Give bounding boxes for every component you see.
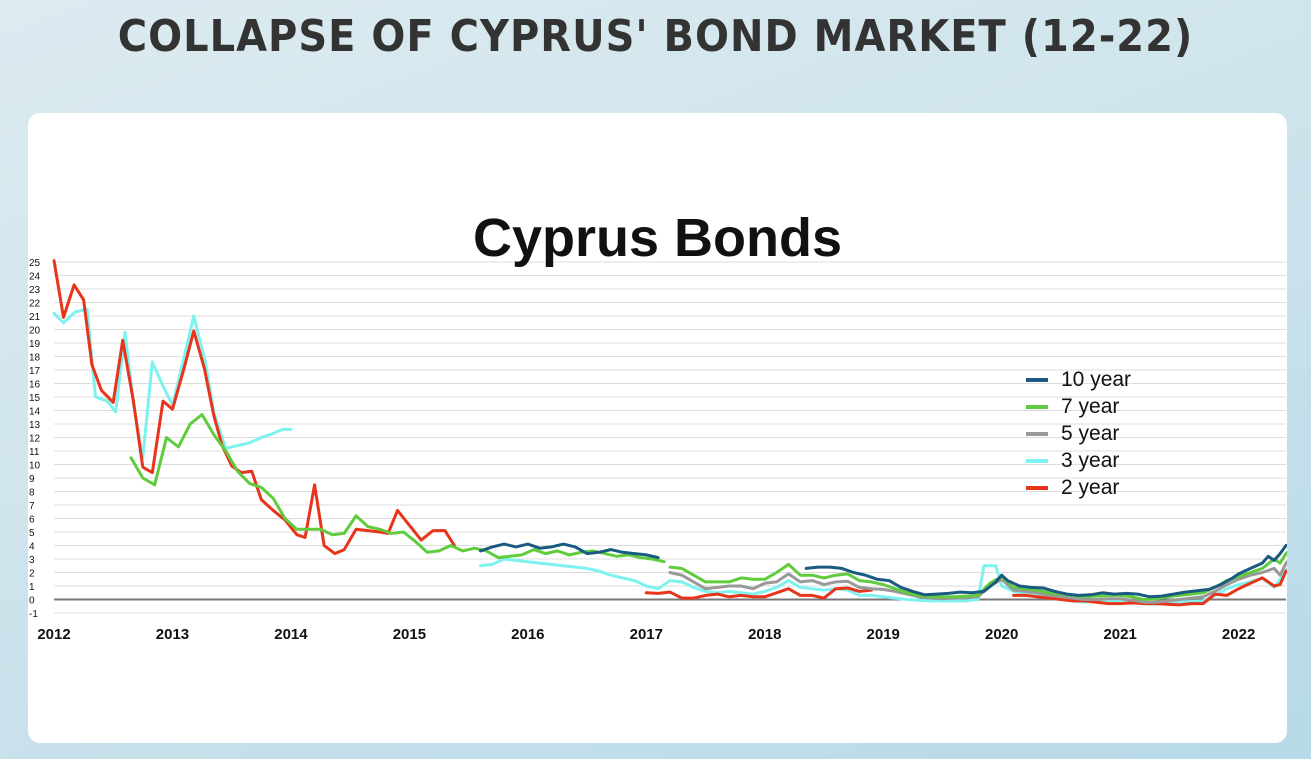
y-tick-label: 14	[29, 407, 41, 418]
series-line-2-year	[644, 586, 873, 600]
x-tick-label: 2013	[156, 626, 189, 643]
y-tick-label: 9	[29, 474, 35, 485]
x-tick-label: 2022	[1222, 626, 1255, 643]
y-tick-label: 7	[29, 501, 35, 512]
series-line-10-year	[479, 542, 660, 560]
y-tick-label: 5	[29, 528, 35, 539]
series-line-3-year	[52, 307, 293, 460]
x-tick-label: 2016	[511, 626, 544, 643]
y-tick-label: 6	[29, 515, 35, 526]
y-tick-label: 18	[29, 353, 41, 364]
legend-swatch	[1026, 431, 1048, 436]
x-tick-label: 2019	[867, 626, 900, 643]
x-tick-label: 2020	[985, 626, 1018, 643]
series-line-10-year	[804, 543, 1287, 599]
legend-swatch	[1026, 404, 1048, 409]
legend-item-10-year: 10 year	[1026, 366, 1131, 393]
x-tick-label: 2018	[748, 626, 781, 643]
y-tick-label: 22	[29, 299, 41, 310]
chart-card: -1 0 1 2 3 4 5 6 7 8 9 10 11 12 13 14 15 16 17 18 19 20 21 22 23…	[28, 113, 1287, 743]
y-tick-label: 17	[29, 366, 41, 377]
chart-legend: 10 year 7 year 5 year 3 year 2 year	[1026, 366, 1131, 501]
y-tick-label: 8	[29, 488, 35, 499]
series-line-2-year	[52, 259, 456, 556]
y-tick-label: 1	[29, 582, 35, 593]
legend-swatch	[1026, 458, 1048, 463]
y-tick-label: 23	[29, 285, 41, 296]
y-tick-label: 12	[29, 434, 41, 445]
y-tick-label: 24	[29, 272, 41, 283]
legend-item-2-year: 2 year	[1026, 474, 1131, 501]
legend-label: 10 year	[1061, 367, 1132, 391]
y-tick-label: 0	[29, 596, 35, 607]
series-line-7-year	[668, 550, 1287, 601]
y-tick-label: 19	[29, 339, 41, 350]
legend-label: 7 year	[1061, 394, 1120, 418]
y-tick-label: 20	[29, 326, 41, 337]
line-chart: -101234567891011121314151617181920212223…	[29, 258, 1287, 643]
y-tick-label: 16	[29, 380, 41, 391]
y-tick-label: 4	[29, 542, 35, 553]
y-tick-label: 11	[29, 447, 40, 458]
legend-label: 5 year	[1061, 421, 1120, 445]
y-tick-label: 3	[29, 555, 35, 566]
page-headline: COLLAPSE OF CYPRUS' BOND MARKET (12-22)	[117, 12, 1194, 62]
y-tick-label: 15	[29, 393, 41, 404]
chart-title: Cyprus Bonds	[472, 208, 843, 268]
y-tick-label: -1	[29, 609, 38, 620]
legend-item-5-year: 5 year	[1026, 420, 1131, 447]
x-tick-label: 2012	[37, 626, 70, 643]
y-tick-label: 2	[29, 569, 35, 580]
legend-swatch	[1026, 377, 1048, 382]
legend-item-7-year: 7 year	[1026, 393, 1131, 420]
y-tick-label: 25	[29, 258, 41, 269]
y-tick-label: 13	[29, 420, 41, 431]
x-tick-label: 2015	[393, 626, 426, 643]
y-tick-label: 21	[29, 312, 41, 323]
legend-swatch	[1026, 485, 1048, 490]
x-tick-label: 2017	[630, 626, 663, 643]
legend-item-3-year: 3 year	[1026, 447, 1131, 474]
x-tick-label: 2021	[1103, 626, 1136, 643]
x-tick-label: 2014	[274, 626, 308, 643]
series-line-7-year	[129, 413, 666, 564]
legend-label: 2 year	[1061, 475, 1120, 499]
legend-label: 3 year	[1061, 448, 1120, 472]
y-tick-label: 10	[29, 461, 41, 472]
series-line-2-year	[1012, 569, 1287, 607]
